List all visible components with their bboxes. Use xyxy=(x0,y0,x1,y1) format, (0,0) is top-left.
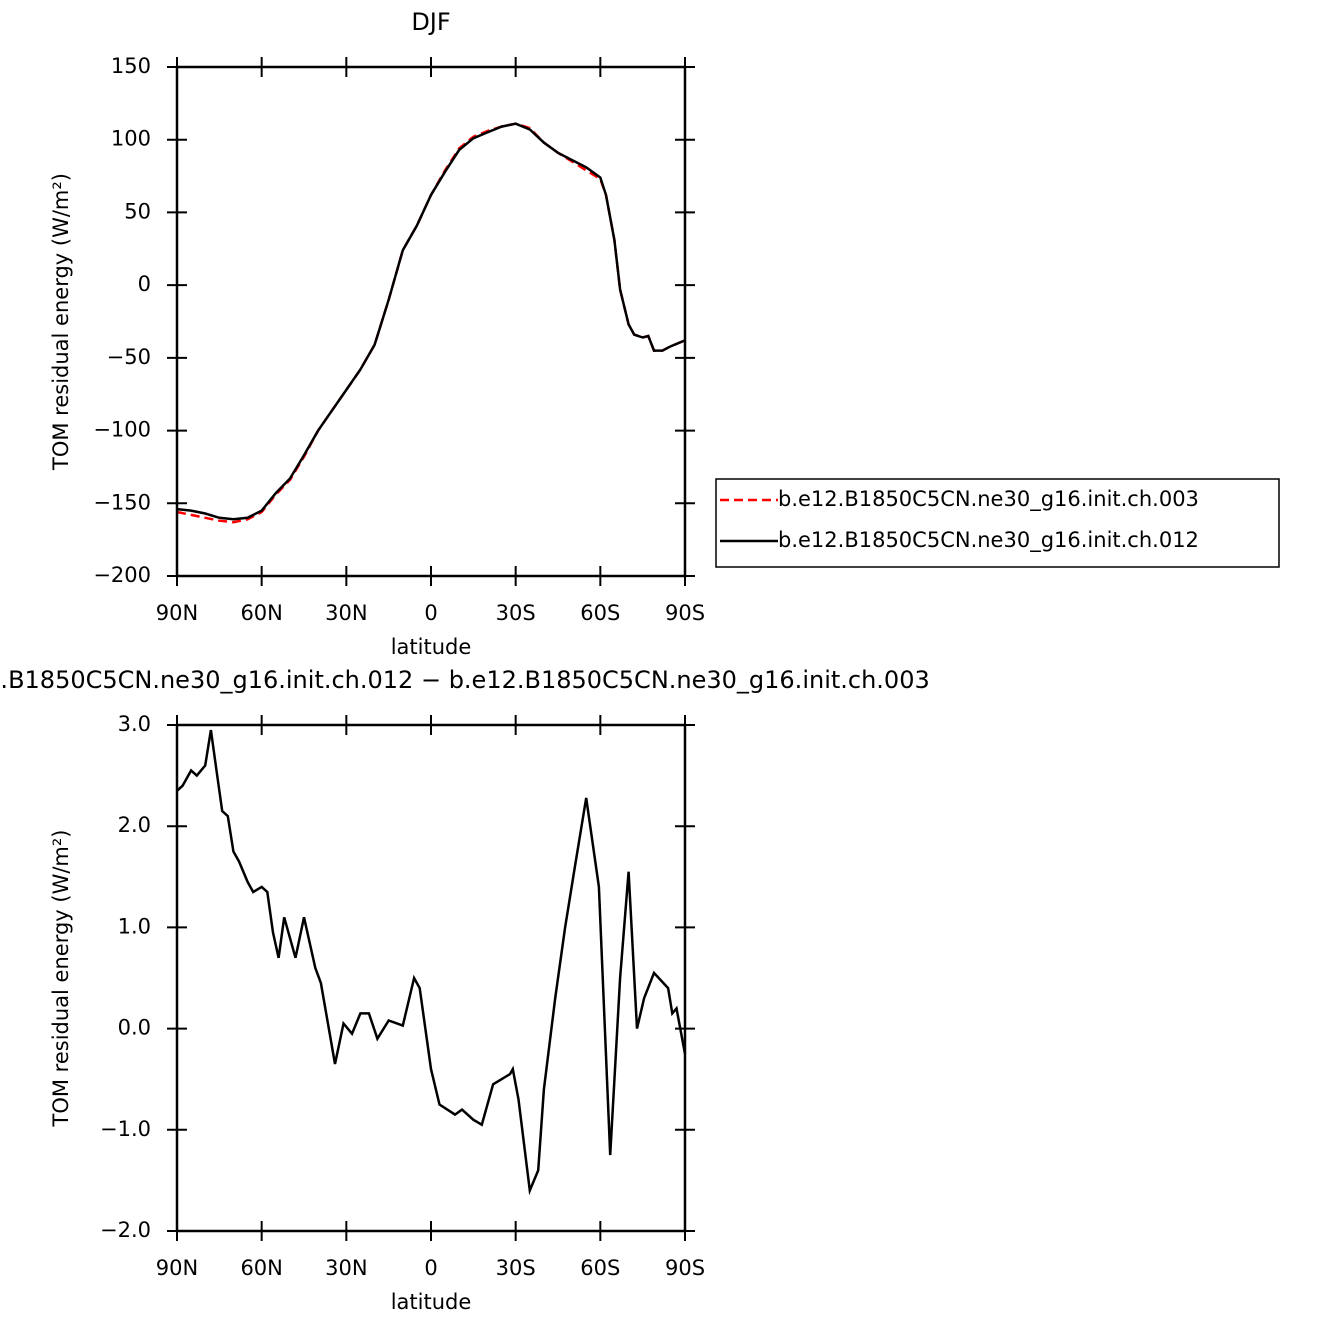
y-tick-label: 150 xyxy=(111,54,151,78)
series-line xyxy=(176,122,686,521)
x-tick-label: 90S xyxy=(665,1256,705,1280)
plot-frame xyxy=(175,723,687,1233)
x-tick-label: 30S xyxy=(496,601,536,625)
y-tick-label: 100 xyxy=(111,127,151,151)
x-tick-label: 30N xyxy=(325,1256,367,1280)
x-axis-label: latitude xyxy=(391,635,472,659)
x-tick-label: 60N xyxy=(240,601,282,625)
x-tick-label: 60S xyxy=(580,1256,620,1280)
x-tick-label: 30S xyxy=(496,1256,536,1280)
y-tick-label: 50 xyxy=(124,199,151,223)
y-axis-label: TOM residual energy (W/m²) xyxy=(49,173,73,471)
x-tick-label: 60N xyxy=(240,1256,282,1280)
y-tick-label: 1.0 xyxy=(118,914,151,938)
y-tick-label: −2.0 xyxy=(100,1218,151,1242)
x-tick-label: 0 xyxy=(424,1256,437,1280)
chart-title: DJF xyxy=(411,8,450,36)
y-tick-label: −200 xyxy=(93,563,151,587)
chart-title: b.e12.B1850C5CN.ne30_g16.init.ch.012 − b… xyxy=(0,666,930,694)
y-tick-label: 0 xyxy=(138,272,151,296)
y-tick-label: −100 xyxy=(93,418,151,442)
legend-label: b.e12.B1850C5CN.ne30_g16.init.ch.003 xyxy=(778,487,1199,512)
y-tick-label: 2.0 xyxy=(118,813,151,837)
legend-label: b.e12.B1850C5CN.ne30_g16.init.ch.012 xyxy=(778,528,1199,553)
y-tick-label: −1.0 xyxy=(100,1117,151,1141)
x-tick-label: 90N xyxy=(156,1256,198,1280)
series-line xyxy=(176,729,687,1196)
x-axis-label: latitude xyxy=(391,1290,472,1314)
legend-box xyxy=(715,478,1280,568)
x-tick-label: 0 xyxy=(424,601,437,625)
y-tick-label: −50 xyxy=(107,345,151,369)
y-tick-label: −150 xyxy=(93,490,151,514)
x-tick-label: 90N xyxy=(156,601,198,625)
series-line xyxy=(176,122,686,524)
y-tick-label: 0.0 xyxy=(118,1016,151,1040)
x-tick-label: 60S xyxy=(580,601,620,625)
x-tick-label: 90S xyxy=(665,601,705,625)
y-tick-label: 3.0 xyxy=(118,712,151,736)
x-tick-label: 30N xyxy=(325,601,367,625)
y-axis-label: TOM residual energy (W/m²) xyxy=(49,830,73,1128)
plot-frame xyxy=(175,65,687,578)
